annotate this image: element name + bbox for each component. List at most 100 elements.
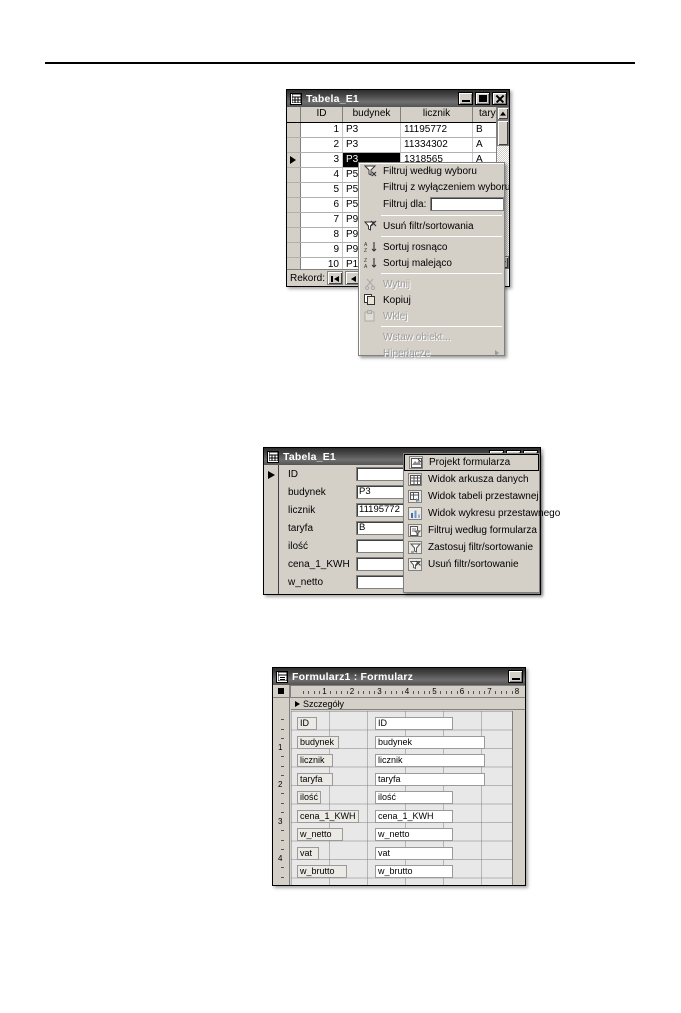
row-selector[interactable]	[287, 168, 301, 182]
row-selector[interactable]	[287, 228, 301, 242]
view-menu-item-3[interactable]: Widok wykresu przestawnego	[404, 505, 560, 522]
cell-budynek[interactable]: P3	[343, 123, 401, 137]
cell-id[interactable]: 2	[301, 138, 343, 152]
design-textbox-ID[interactable]: ID	[375, 717, 453, 730]
design-label-budynek[interactable]: budynek	[297, 735, 339, 749]
cell-id[interactable]: 1	[301, 123, 343, 137]
scroll-up-button[interactable]	[497, 107, 509, 120]
form-selector-corner[interactable]	[273, 685, 290, 697]
context-menu-item-4[interactable]: Usuń filtr/sortowania	[359, 218, 504, 234]
view-menu-item-2[interactable]: Widok tabeli przestawnej	[404, 488, 539, 505]
row-selector[interactable]	[287, 183, 301, 197]
row-selector[interactable]	[287, 198, 301, 212]
cell-id[interactable]: 9	[301, 243, 343, 257]
context-menu-item-10[interactable]: Kopiuj	[359, 292, 504, 308]
column-header-licznik[interactable]: licznik	[401, 107, 473, 122]
form-field-input[interactable]	[356, 557, 404, 571]
view-menu-item-5[interactable]: Zastosuj filtr/sortowanie	[404, 539, 539, 556]
cell-licznik[interactable]: 11195772	[401, 123, 473, 137]
detail-section[interactable]: ID ID budynek budynek licznik licznik taryfa ta…	[291, 711, 513, 885]
cell-taryfa[interactable]: B	[473, 123, 496, 137]
close-button[interactable]	[492, 92, 507, 105]
cell-id[interactable]: 8	[301, 228, 343, 242]
horizontal-ruler[interactable]: 1 2 3 4 5 6 7 8	[273, 685, 525, 698]
view-dropdown-menu[interactable]: Projekt formularza Widok arkusza danych Wi…	[403, 453, 560, 593]
design-textbox-cena_1_KWH[interactable]: cena_1_KWH	[375, 809, 453, 823]
context-menu-item-14[interactable]: Hiperłącze	[359, 345, 504, 361]
cell-taryfa[interactable]: A	[473, 153, 496, 167]
select-all-corner[interactable]	[287, 107, 301, 122]
cell-id[interactable]: 10	[301, 258, 343, 269]
h-ruler-tick	[396, 691, 397, 694]
row-selector[interactable]	[287, 213, 301, 227]
context-menu-item-11[interactable]: Wklej	[359, 308, 504, 324]
design-label-w_brutto[interactable]: w_brutto	[297, 865, 347, 878]
cell-id[interactable]: 3	[301, 153, 343, 167]
design-label-cena_1_KWH[interactable]: cena_1_KWH	[297, 809, 359, 823]
design-textbox-w_netto[interactable]: w_netto	[375, 828, 453, 841]
design-canvas[interactable]: Szczegóły ID ID budynek budynek licznik liczn…	[291, 698, 525, 885]
column-header-taryfa[interactable]: taryfa	[473, 107, 496, 122]
cell-id[interactable]: 5	[301, 183, 343, 197]
row-selector[interactable]	[287, 243, 301, 257]
design-label-ID[interactable]: ID	[297, 717, 317, 730]
scrollbar-thumb[interactable]	[497, 120, 509, 146]
cell-licznik[interactable]: 1318565	[401, 153, 473, 167]
cell-taryfa[interactable]: A	[473, 138, 496, 152]
view-menu-item-0[interactable]: Projekt formularza	[404, 454, 539, 471]
view-menu-item-6[interactable]: Usuń filtr/sortowanie	[404, 556, 539, 573]
design-label-vat[interactable]: vat	[297, 846, 319, 860]
design-label-licznik[interactable]: licznik	[297, 754, 333, 767]
minimize-button[interactable]	[508, 670, 523, 683]
context-menu-item-1[interactable]: Filtruj z wyłączeniem wyboru	[359, 179, 510, 195]
minimize-button[interactable]	[458, 92, 473, 105]
row-selector[interactable]	[287, 258, 301, 269]
row-selector[interactable]	[287, 138, 301, 152]
detail-section-bar[interactable]: Szczegóły	[291, 698, 525, 710]
datasheet-context-menu[interactable]: Filtruj według wyboru Filtruj z wyłączeni…	[358, 162, 510, 359]
record-selector-bar[interactable]	[264, 465, 279, 594]
first-record-button[interactable]	[327, 271, 344, 285]
h-ruler-tick	[346, 691, 348, 694]
design-textbox-vat[interactable]: vat	[375, 846, 453, 860]
datasheet-titlebar[interactable]: Tabela_E1	[287, 90, 509, 107]
design-textbox-ilość[interactable]: ilość	[375, 791, 453, 804]
row-selector[interactable]	[287, 153, 301, 167]
design-label-ilość[interactable]: ilość	[297, 791, 321, 804]
context-menu-item-2[interactable]: Filtruj dla:	[359, 195, 504, 213]
design-textbox-taryfa[interactable]: taryfa	[375, 772, 485, 786]
design-label-taryfa[interactable]: taryfa	[297, 772, 333, 786]
design-titlebar[interactable]: Formularz1 : Formularz	[273, 668, 525, 685]
form-field-input[interactable]	[356, 467, 404, 481]
cell-budynek[interactable]: P3	[343, 138, 401, 152]
form-design-window[interactable]: Formularz1 : Formularz 1 2 3 4 5 6 7 8 1 2 3 4 5 Sz…	[272, 667, 526, 886]
datasheet-title: Tabela_E1	[306, 92, 359, 105]
view-menu-item-1[interactable]: Widok arkusza danych	[404, 471, 539, 488]
form-field-input[interactable]: B	[356, 521, 404, 535]
context-menu-item-13[interactable]: Wstaw obiekt...	[359, 329, 504, 345]
form-field-input[interactable]	[356, 539, 404, 553]
design-label-w_netto[interactable]: w_netto	[297, 828, 343, 841]
context-menu-item-9[interactable]: Wytnij	[359, 276, 504, 292]
form-field-input[interactable]	[356, 575, 404, 589]
context-menu-item-0[interactable]: Filtruj według wyboru	[359, 163, 504, 179]
filter-for-input[interactable]	[430, 197, 504, 211]
view-menu-item-4[interactable]: Filtruj według formularza	[404, 522, 539, 539]
row-selector[interactable]	[287, 123, 301, 137]
design-textbox-w_brutto[interactable]: w_brutto	[375, 865, 453, 878]
column-header-id[interactable]: ID	[301, 107, 343, 122]
form-field-input[interactable]: P3	[356, 485, 404, 499]
cell-id[interactable]: 4	[301, 168, 343, 182]
cell-id[interactable]: 7	[301, 213, 343, 227]
context-menu-item-6[interactable]: A Z Sortuj rosnąco	[359, 239, 504, 255]
form-design-icon	[405, 455, 427, 470]
design-textbox-licznik[interactable]: licznik	[375, 754, 485, 767]
maximize-button[interactable]	[475, 92, 490, 105]
cell-id[interactable]: 6	[301, 198, 343, 212]
column-header-budynek[interactable]: budynek	[343, 107, 401, 122]
cell-licznik[interactable]: 11334302	[401, 138, 473, 152]
context-menu-item-7[interactable]: Z A Sortuj malejąco	[359, 255, 504, 271]
form-field-input[interactable]: 11195772	[356, 503, 404, 517]
design-textbox-budynek[interactable]: budynek	[375, 735, 485, 749]
